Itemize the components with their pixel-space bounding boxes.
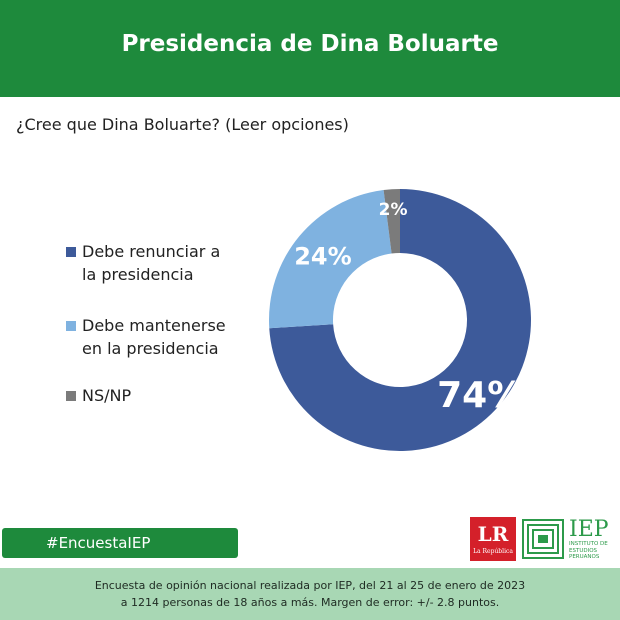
lr-logo-text: LR [477, 522, 509, 546]
donut-slice-nsnp [383, 189, 400, 254]
legend-swatch-renunciar [66, 247, 76, 257]
legend-label-nsnp: NS/NP [82, 386, 132, 405]
la-republica-logo: LR La República [470, 517, 516, 561]
page-title: Presidencia de Dina Boluarte [121, 31, 499, 57]
donut-slice-renunciar [269, 189, 531, 451]
survey-question: ¿Cree que Dina Boluarte? (Leer opciones) [16, 115, 349, 134]
footer-note: Encuesta de opinión nacional realizada p… [0, 577, 620, 611]
legend-item-nsnp: NS/NP [66, 384, 256, 407]
data-label-mantenerse: 24% [294, 242, 351, 270]
iep-square-spiral-icon [522, 519, 564, 559]
data-label-renunciar: 74% [437, 375, 523, 416]
footer-bar: Encuesta de opinión nacional realizada p… [0, 568, 620, 620]
iep-logo-line1: INSTITUTO DE [569, 541, 608, 547]
header-bar: Presidencia de Dina Boluarte [0, 0, 620, 97]
footer-line-1: Encuesta de opinión nacional realizada p… [94, 579, 526, 592]
donut-slice-mantenerse [268, 190, 392, 329]
legend-item-mantenerse: Debe mantenerse en la presidencia [66, 314, 256, 360]
legend-swatch-mantenerse [66, 321, 76, 331]
legend-swatch-nsnp [66, 391, 76, 401]
data-label-nsnp: 2% [379, 200, 408, 220]
iep-logo: IEP INSTITUTO DE ESTUDIOS PERUANOS [522, 517, 617, 561]
iep-logo-line3: PERUANOS [569, 554, 600, 560]
hashtag-badge: #EncuestaIEP [2, 528, 238, 558]
iep-logo-text: IEP [569, 517, 609, 542]
legend-label-mantenerse-line1: Debe mantenerse [82, 316, 226, 335]
footer-line-2: a 1214 personas de 18 años a más. Margen… [120, 596, 500, 609]
iep-logo-subtext: INSTITUTO DE ESTUDIOS PERUANOS [569, 541, 608, 561]
legend-label-renunciar-line2: la presidencia [82, 265, 194, 284]
legend-label-renunciar-line1: Debe renunciar a [82, 242, 221, 261]
legend-item-renunciar: Debe renunciar a la presidencia [66, 240, 256, 286]
iep-logo-line2: ESTUDIOS [569, 547, 598, 554]
legend-label-mantenerse-line2: en la presidencia [82, 339, 219, 358]
lr-logo-subtext: La República [473, 548, 513, 555]
